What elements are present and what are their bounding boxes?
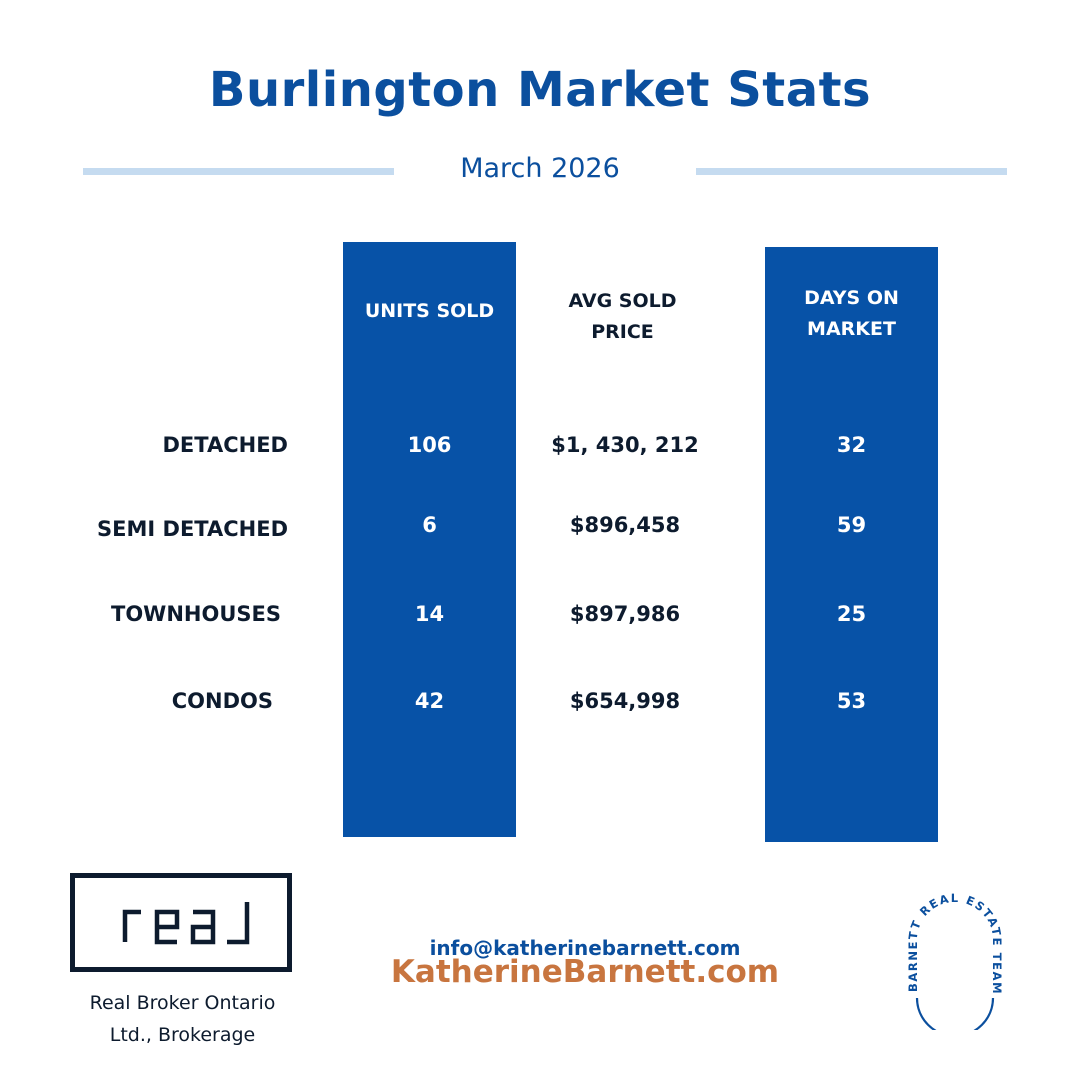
avg-price-detached: $1, 430, 212 [551, 433, 699, 457]
badge-text: BARNETT REAL ESTATE TEAM [906, 891, 1003, 995]
dom-detached: 32 [836, 433, 867, 457]
days-on-market-header: DAYS ON MARKET [804, 287, 899, 340]
dom-townhouses: 25 [836, 602, 867, 626]
avg-price-townhouses: $897,986 [569, 602, 681, 626]
row-label-condos: CONDOS [171, 689, 273, 713]
real-logo [70, 873, 292, 972]
dom-condos: 53 [836, 689, 867, 713]
row-label-semi-detached: SEMI DETACHED [97, 517, 288, 541]
right-divider [696, 168, 1007, 175]
dom-semi-detached: 59 [836, 513, 867, 537]
website-link[interactable]: KatherineBarnett.com [390, 954, 780, 990]
units-townhouses: 14 [414, 602, 445, 626]
row-label-townhouses: TOWNHOUSES [111, 602, 281, 626]
avg-price-semi-detached: $896,458 [569, 513, 681, 537]
units-semi-detached: 6 [422, 513, 437, 537]
units-detached: 106 [407, 433, 452, 457]
units-sold-column [343, 242, 516, 837]
svg-text:BARNETT REAL ESTATE TEAM: BARNETT REAL ESTATE TEAM [906, 891, 1004, 995]
left-divider [83, 168, 394, 175]
barnett-team-badge-icon: BARNETT REAL ESTATE TEAM [906, 891, 1004, 1030]
date-subtitle: March 2026 [460, 153, 620, 184]
page-title: Burlington Market Stats [208, 62, 872, 118]
brokerage-name: Real Broker Ontario Ltd., Brokerage [89, 992, 276, 1046]
contact-email-link[interactable]: info@katherinebarnett.com [429, 936, 741, 960]
units-sold-header: UNITS SOLD [364, 300, 495, 322]
real-logo-wordmark-icon [122, 902, 250, 945]
row-label-detached: DETACHED [162, 433, 289, 457]
days-on-market-column [765, 247, 938, 842]
avg-sold-price-header: AVG SOLD PRICE [568, 290, 677, 343]
units-condos: 42 [414, 689, 445, 713]
avg-price-condos: $654,998 [569, 689, 681, 713]
